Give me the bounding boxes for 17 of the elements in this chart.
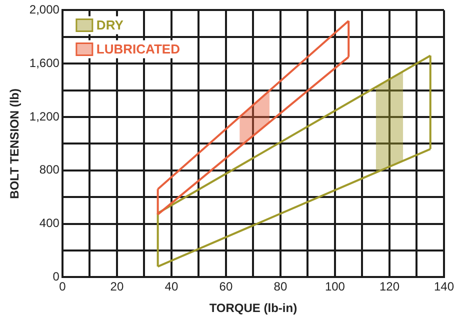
- y-tick-label: 1,600: [29, 56, 60, 70]
- x-axis-title: TORQUE (lb-in): [209, 301, 298, 316]
- x-tick-label: 80: [274, 280, 288, 294]
- y-tick-label: 0: [52, 270, 60, 284]
- x-tick-label: 60: [219, 280, 233, 294]
- y-tick-label: 800: [39, 162, 60, 177]
- x-tick-label: 100: [324, 280, 346, 294]
- y-tick-label: 400: [39, 216, 60, 230]
- legend-label: DRY: [96, 17, 124, 32]
- legend-label: LUBRICATED: [96, 41, 180, 56]
- x-tick-label: 120: [379, 280, 400, 294]
- y-tick-label: 2,000: [29, 2, 60, 17]
- x-tick-label: 140: [434, 280, 454, 294]
- y-tick-label: 1,200: [29, 109, 60, 124]
- x-tick-label: 40: [164, 280, 178, 294]
- y-axis-title: BOLT TENSION (lb): [8, 88, 22, 199]
- x-tick-label: 20: [110, 280, 124, 294]
